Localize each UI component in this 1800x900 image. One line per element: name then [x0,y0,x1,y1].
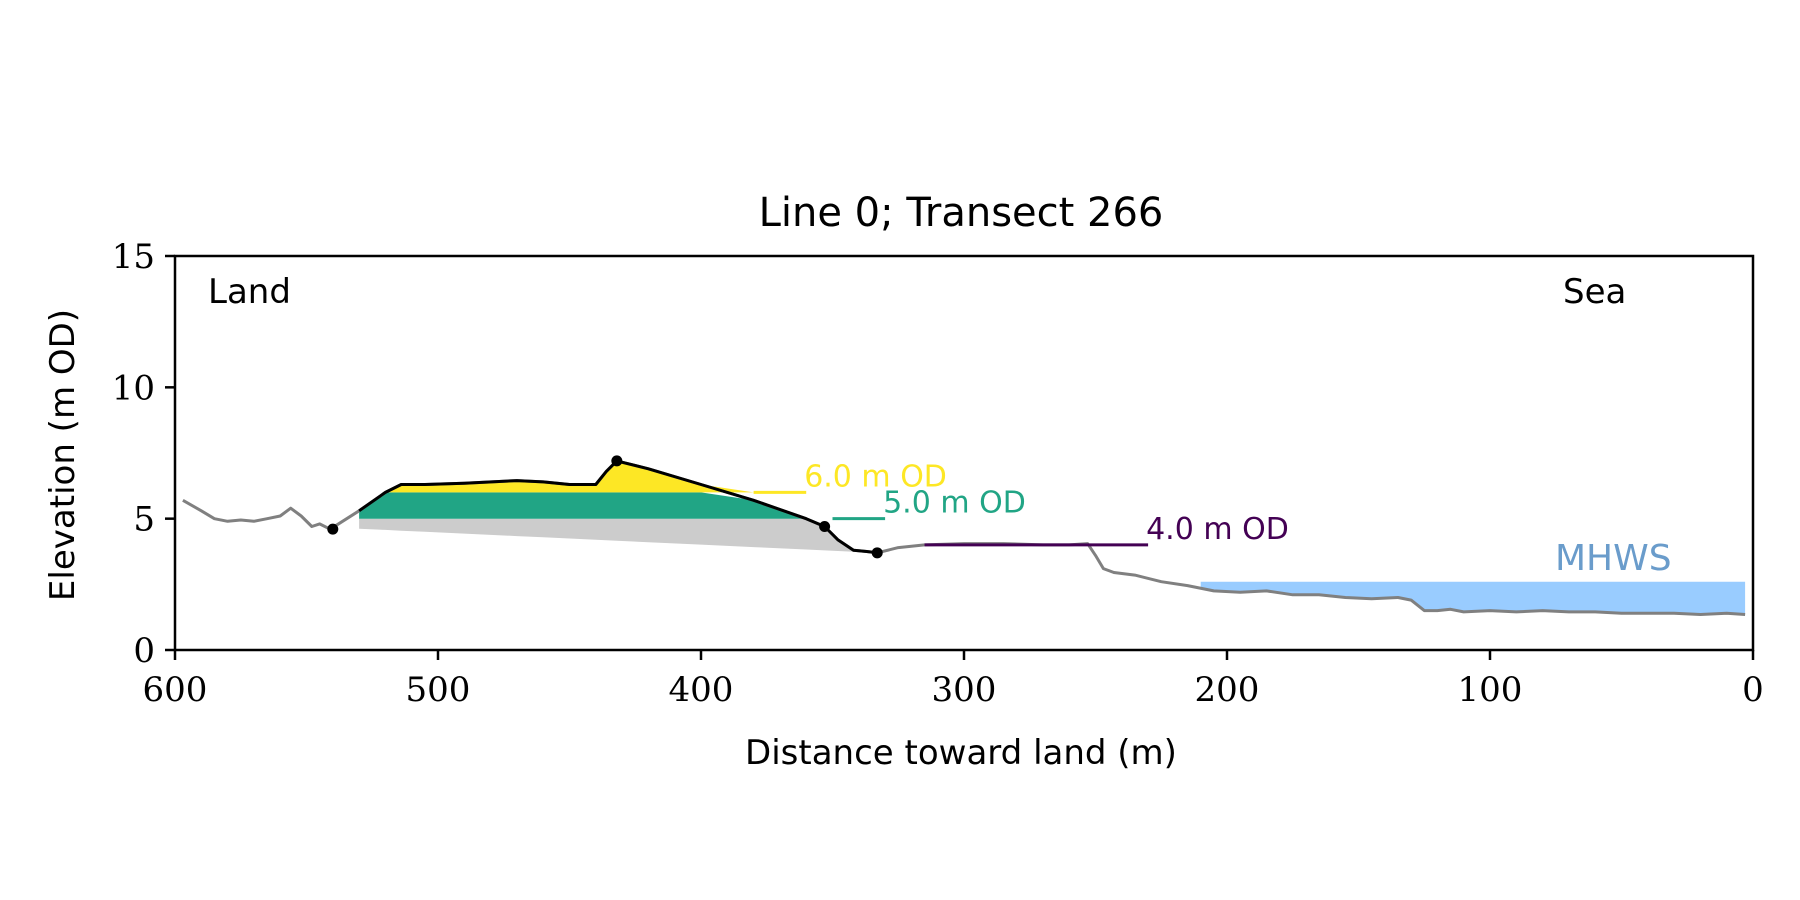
y-tick-label-5: 5 [133,500,155,540]
mhws-fill [1200,581,1746,615]
x-tick-label-500: 500 [406,670,471,710]
x-axis-label: Distance toward land (m) [745,733,1177,773]
level-label-5: 5.0 m OD [883,486,1026,521]
band-6m-fill [359,460,878,493]
level-label-4: 4.0 m OD [1146,512,1289,547]
x-tick-label-400: 400 [669,670,734,710]
land-label: Land [208,272,291,312]
x-tick-label-600: 600 [143,670,208,710]
chart-title: Line 0; Transect 266 [759,190,1164,236]
x-tick-label-300: 300 [932,670,997,710]
level-label-6: 6.0 m OD [804,459,947,494]
dune-base-fill [359,518,878,553]
x-tick-label-200: 200 [1195,670,1260,710]
dune-outline-line [358,459,878,555]
dune-marker-3 [871,547,883,559]
x-tick-label-0: 0 [1742,670,1764,710]
y-tick-label-15: 15 [112,237,155,277]
dune-marker-2 [819,521,831,533]
sea-label: Sea [1563,272,1626,312]
x-tick-label-100: 100 [1458,670,1523,710]
y-tick-label-10: 10 [112,368,155,408]
dune-marker-0 [327,523,339,535]
y-tick-label-0: 0 [133,631,155,671]
dune-marker-1 [611,455,623,467]
mhws-label: MHWS [1555,538,1672,579]
band-5m-fill [359,492,878,519]
y-axis-label: Elevation (m OD) [43,309,83,601]
